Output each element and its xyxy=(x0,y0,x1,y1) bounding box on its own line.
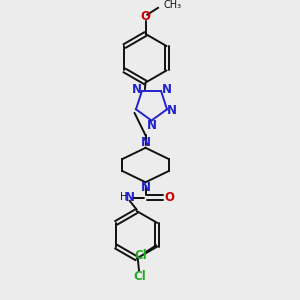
Text: N: N xyxy=(167,104,177,117)
Text: CH₃: CH₃ xyxy=(164,1,182,10)
Text: N: N xyxy=(146,119,157,132)
Text: N: N xyxy=(141,136,151,149)
Text: H: H xyxy=(120,192,128,202)
Text: O: O xyxy=(141,10,151,23)
Text: N: N xyxy=(132,83,142,96)
Text: N: N xyxy=(141,181,151,194)
Text: Cl: Cl xyxy=(133,270,146,283)
Text: N: N xyxy=(161,83,171,96)
Text: Cl: Cl xyxy=(134,249,147,262)
Text: O: O xyxy=(164,191,174,204)
Text: N: N xyxy=(124,191,134,204)
